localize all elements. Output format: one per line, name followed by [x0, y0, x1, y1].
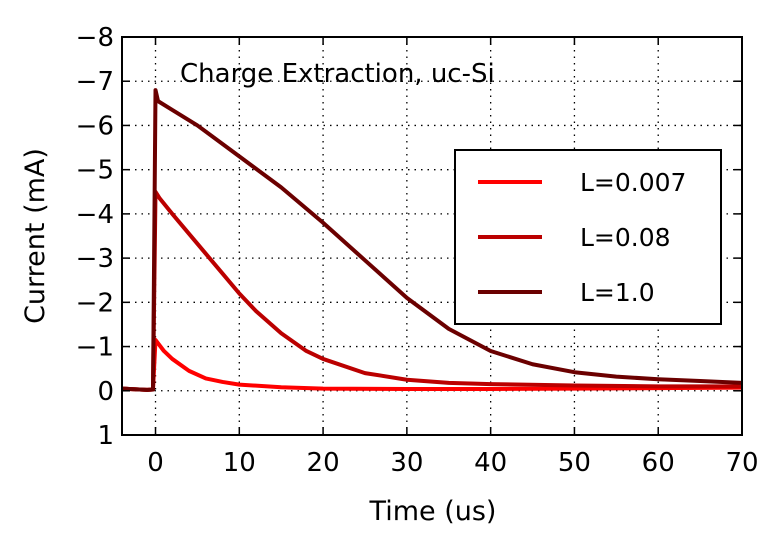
- y-tick-label: −5: [76, 156, 114, 186]
- legend-label-1: L=0.08: [580, 223, 671, 252]
- series-lines: [122, 88, 742, 392]
- y-tick-label: −6: [76, 111, 114, 141]
- chart-title: Charge Extraction, uc-Si: [180, 59, 495, 89]
- legend: L=0.007 L=0.08 L=1.0: [454, 149, 722, 325]
- x-tick-label: 70: [725, 448, 758, 478]
- y-tick-label: 1: [97, 421, 114, 451]
- x-tick-label: 20: [307, 448, 340, 478]
- y-tick-label: −8: [76, 23, 114, 53]
- series-line-1: [122, 189, 742, 392]
- y-tick-label: −3: [76, 244, 114, 274]
- y-tick-label: −2: [76, 288, 114, 318]
- x-tick-label: 40: [474, 448, 507, 478]
- tick-labels: 0 10 20 30 40 50 60 70 −8 −7 −6 −5 −4 −3 −2 −1 0 1: [76, 23, 759, 478]
- y-tick-label: −4: [76, 200, 114, 230]
- y-tick-label: 0: [97, 377, 114, 407]
- grid: [122, 37, 742, 435]
- x-axis-label: Time (us): [369, 496, 497, 527]
- plot-frame: [121, 36, 743, 436]
- y-tick-label: −7: [76, 67, 114, 97]
- legend-label-0: L=0.007: [580, 168, 686, 197]
- x-tick-label: 10: [223, 448, 256, 478]
- x-tick-label: 50: [558, 448, 591, 478]
- y-tick-label: −1: [76, 333, 114, 363]
- legend-label-2: L=1.0: [580, 278, 655, 307]
- x-tick-label: 30: [390, 448, 423, 478]
- x-tick-label: 60: [642, 448, 675, 478]
- x-tick-label: 0: [147, 448, 164, 478]
- y-axis-label: Current (mA): [20, 148, 51, 324]
- series-line-2: [122, 88, 742, 392]
